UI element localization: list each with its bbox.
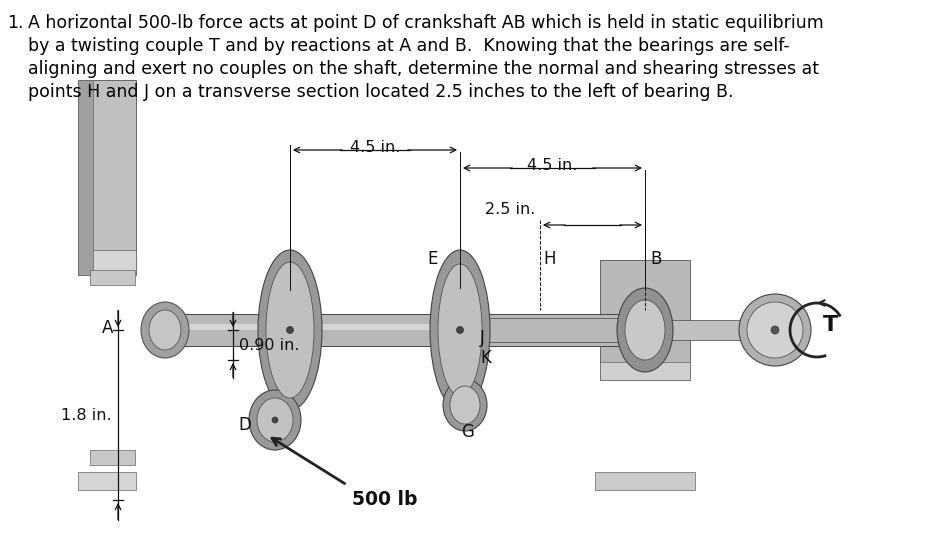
Text: 2.5 in.: 2.5 in. bbox=[485, 202, 535, 217]
Polygon shape bbox=[78, 80, 136, 275]
Ellipse shape bbox=[443, 379, 487, 431]
Ellipse shape bbox=[141, 302, 189, 358]
Text: J: J bbox=[480, 329, 485, 347]
Polygon shape bbox=[165, 324, 645, 330]
Ellipse shape bbox=[149, 310, 181, 350]
Polygon shape bbox=[90, 270, 135, 285]
Text: by a twisting couple T and by reactions at A and B.  Knowing that the bearings a: by a twisting couple T and by reactions … bbox=[28, 37, 790, 55]
Text: 500 lb: 500 lb bbox=[352, 490, 418, 509]
Ellipse shape bbox=[771, 326, 779, 334]
Ellipse shape bbox=[430, 250, 490, 410]
Text: 4.5 in.: 4.5 in. bbox=[528, 158, 578, 173]
Text: 1.: 1. bbox=[7, 14, 24, 32]
Ellipse shape bbox=[287, 327, 293, 333]
Ellipse shape bbox=[747, 302, 803, 358]
Text: 4.5 in.: 4.5 in. bbox=[350, 140, 400, 155]
Polygon shape bbox=[90, 450, 135, 465]
Polygon shape bbox=[645, 320, 775, 340]
Ellipse shape bbox=[249, 390, 301, 450]
Text: 1.8 in.: 1.8 in. bbox=[62, 407, 112, 423]
Ellipse shape bbox=[266, 262, 314, 398]
Polygon shape bbox=[78, 472, 136, 490]
Ellipse shape bbox=[257, 398, 293, 442]
Text: H: H bbox=[543, 250, 555, 268]
Polygon shape bbox=[600, 260, 690, 380]
Ellipse shape bbox=[272, 417, 278, 423]
Ellipse shape bbox=[258, 250, 322, 410]
Polygon shape bbox=[78, 80, 93, 275]
Polygon shape bbox=[78, 250, 136, 275]
Text: aligning and exert no couples on the shaft, determine the normal and shearing st: aligning and exert no couples on the sha… bbox=[28, 60, 819, 78]
Text: T: T bbox=[823, 315, 838, 335]
Text: D: D bbox=[238, 416, 251, 434]
Ellipse shape bbox=[456, 327, 463, 333]
Polygon shape bbox=[600, 362, 690, 380]
Text: E: E bbox=[428, 250, 438, 268]
Text: A: A bbox=[102, 319, 113, 337]
Ellipse shape bbox=[625, 300, 665, 360]
Ellipse shape bbox=[438, 264, 482, 396]
Polygon shape bbox=[165, 314, 645, 346]
Ellipse shape bbox=[450, 386, 480, 424]
Text: B: B bbox=[650, 250, 661, 268]
Text: K: K bbox=[480, 349, 491, 367]
Text: G: G bbox=[461, 423, 474, 441]
Polygon shape bbox=[268, 340, 287, 410]
Text: 0.90 in.: 0.90 in. bbox=[239, 338, 300, 352]
Ellipse shape bbox=[617, 288, 673, 372]
Text: points H and J on a transverse section located 2.5 inches to the left of bearing: points H and J on a transverse section l… bbox=[28, 83, 734, 101]
Polygon shape bbox=[460, 318, 645, 342]
Polygon shape bbox=[595, 472, 695, 490]
Text: A horizontal 500-lb force acts at point D of crankshaft AB which is held in stat: A horizontal 500-lb force acts at point … bbox=[28, 14, 824, 32]
Ellipse shape bbox=[739, 294, 811, 366]
